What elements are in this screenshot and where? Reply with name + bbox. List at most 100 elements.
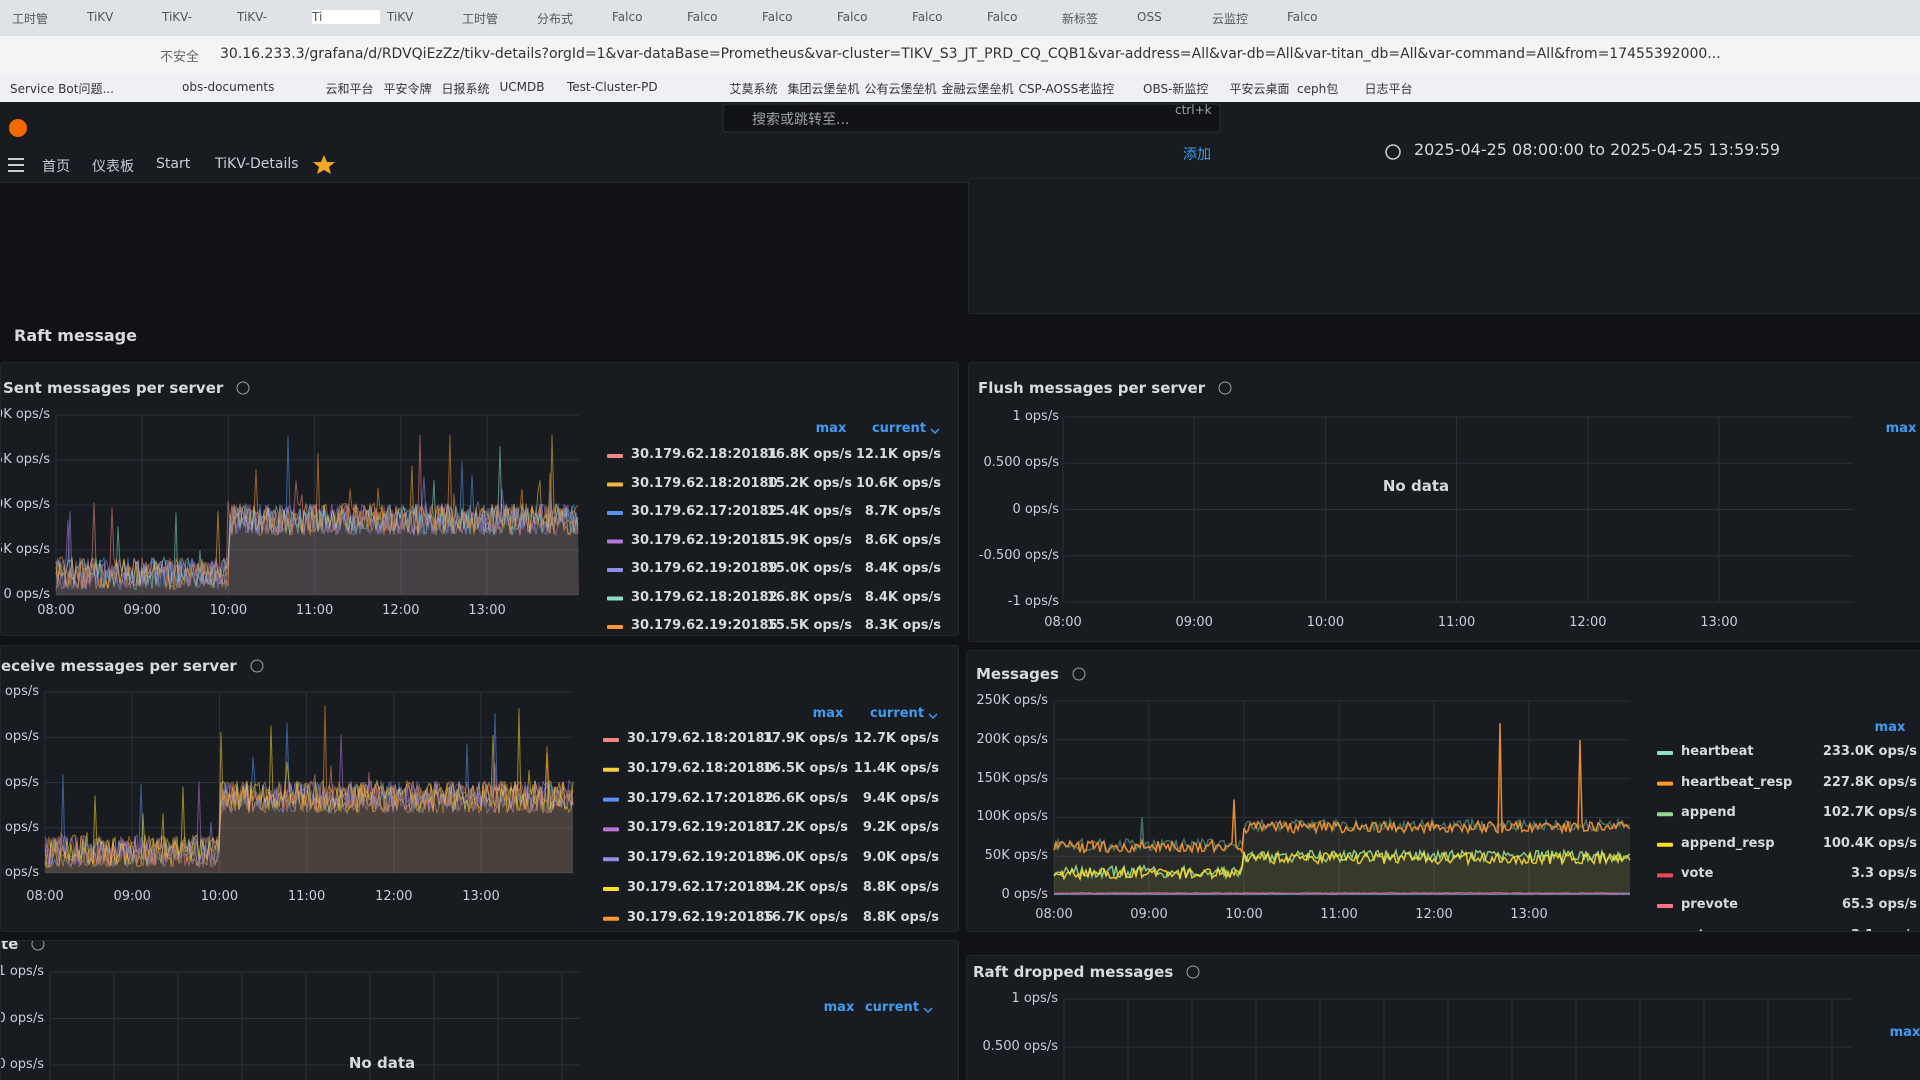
bookmark[interactable]: 平安云桌面 bbox=[1229, 82, 1290, 96]
bookmark[interactable]: UCMDB bbox=[499, 80, 545, 94]
legend-value: 11.4K ops/s bbox=[853, 760, 939, 776]
time-range[interactable]: 2025-04-25 08:00:00 to 2025-04-25 13:59:… bbox=[1414, 140, 1781, 159]
legend-name[interactable]: append_resp bbox=[1681, 835, 1775, 851]
legend-name[interactable]: 30.179.62.19:20185 bbox=[631, 618, 778, 633]
breadcrumb[interactable]: Start bbox=[156, 156, 191, 172]
x-tick-label: 08:00 bbox=[1035, 907, 1073, 922]
x-tick-label: 12:00 bbox=[382, 603, 420, 618]
legend-header[interactable]: current bbox=[869, 706, 925, 721]
browser-tab[interactable]: TiKV bbox=[87, 10, 114, 24]
bookmark[interactable]: 平安令牌 bbox=[383, 82, 432, 96]
browser-tab[interactable]: Ti bbox=[312, 10, 380, 24]
legend-name[interactable]: append bbox=[1681, 805, 1736, 821]
legend-name[interactable]: 30.179.62.17:20182 bbox=[627, 790, 774, 806]
panel-title[interactable]: te bbox=[1, 940, 19, 953]
add-button[interactable]: 添加 bbox=[1183, 147, 1211, 163]
legend-name[interactable]: 30.179.62.17:20182 bbox=[631, 504, 778, 519]
browser-tab[interactable]: TiKV bbox=[387, 10, 414, 24]
breadcrumb[interactable]: 仪表板 bbox=[92, 159, 134, 175]
browser-tab[interactable]: OSS bbox=[1137, 10, 1162, 24]
bookmark[interactable]: 云和平台 bbox=[325, 82, 374, 96]
panel-title[interactable]: eceive messages per server bbox=[1, 657, 237, 675]
browser-tab[interactable]: 工时管 bbox=[462, 12, 499, 26]
y-tick-label: -1 ops/s bbox=[1007, 594, 1059, 609]
legend-name[interactable]: heartbeat_resp bbox=[1681, 774, 1793, 790]
legend-value: 8.4K ops/s bbox=[864, 561, 941, 576]
search-placeholder[interactable]: 搜索或跳转至... bbox=[752, 112, 850, 128]
browser-tab[interactable]: TiKV- bbox=[237, 10, 267, 24]
legend-header[interactable]: current bbox=[871, 421, 927, 436]
browser-tab[interactable]: Falco bbox=[912, 10, 943, 24]
browser-tab[interactable]: 分布式 bbox=[537, 12, 574, 26]
legend-header[interactable]: max bbox=[1889, 1025, 1920, 1040]
trace-fill bbox=[1054, 723, 1630, 895]
legend-header[interactable]: max bbox=[1885, 421, 1917, 436]
bookmark[interactable]: 公有云堡垒机 bbox=[864, 82, 937, 96]
browser-tab[interactable]: 云监控 bbox=[1212, 12, 1249, 26]
star-icon[interactable] bbox=[313, 155, 335, 174]
bookmark[interactable]: Service Bot问题... bbox=[10, 82, 114, 96]
y-tick-label: 50 ops/s bbox=[1, 1010, 44, 1026]
legend-header[interactable]: max bbox=[815, 421, 847, 436]
legend-name[interactable]: 30.179.62.19:20181 bbox=[627, 820, 774, 836]
legend-value: 233.0K ops/s bbox=[1822, 744, 1917, 759]
legend-name[interactable]: vote bbox=[1681, 866, 1714, 882]
legend-name[interactable]: 30.179.62.19:20181 bbox=[631, 532, 778, 548]
bookmark[interactable]: ceph包 bbox=[1297, 82, 1339, 96]
bookmark[interactable]: 艾莫系统 bbox=[729, 82, 778, 96]
legend-name[interactable]: 30.179.62.19:20189 bbox=[627, 850, 774, 866]
legend-name[interactable]: 30.179.62.19:20189 bbox=[631, 561, 778, 576]
legend-name[interactable]: heartbeat bbox=[1681, 744, 1754, 759]
legend-value: 15.5K ops/s bbox=[766, 618, 852, 633]
legend-value: 227.8K ops/s bbox=[1822, 774, 1917, 790]
bookmark[interactable]: Test-Cluster-PD bbox=[567, 80, 658, 94]
legend-header[interactable]: max bbox=[1874, 720, 1906, 735]
panel-title[interactable]: Sent messages per server bbox=[3, 379, 224, 397]
bookmark[interactable]: 金融云堡垒机 bbox=[941, 82, 1014, 96]
plot bbox=[55, 381, 940, 629]
browser-tab[interactable]: Falco bbox=[837, 10, 868, 24]
bookmark[interactable]: obs-documents bbox=[182, 80, 275, 94]
legend-name[interactable]: 30.179.62.18:20181 bbox=[631, 447, 778, 462]
legend-header[interactable]: max bbox=[812, 706, 844, 721]
legend-name[interactable]: vote_resp bbox=[1681, 928, 1752, 931]
bookmark[interactable]: 集团云堡垒机 bbox=[787, 82, 860, 96]
y-tick-label: 150K ops/s bbox=[976, 770, 1048, 786]
browser-tab[interactable]: Falco bbox=[987, 10, 1018, 24]
search-box[interactable] bbox=[722, 103, 1221, 133]
x-tick-label: 11:00 bbox=[287, 889, 326, 904]
legend-name[interactable]: 30.179.62.18:20180 bbox=[627, 760, 774, 776]
browser-tab[interactable]: TiKV- bbox=[162, 10, 192, 24]
address-bar bbox=[0, 36, 1920, 74]
legend-value: 9.0K ops/s bbox=[862, 850, 939, 866]
sort-chevron bbox=[928, 713, 938, 720]
legend-value: 16.0K ops/s bbox=[762, 850, 848, 866]
panel-title[interactable]: Flush messages per server bbox=[978, 379, 1206, 397]
legend-name[interactable]: 30.179.62.18:20181 bbox=[627, 731, 774, 746]
panel-title[interactable]: Raft dropped messages bbox=[973, 963, 1174, 981]
legend-name[interactable]: prevote bbox=[1681, 897, 1738, 912]
browser-tab[interactable]: Falco bbox=[1287, 10, 1318, 24]
bookmark[interactable]: 日志平台 bbox=[1364, 82, 1413, 96]
legend-value: 10.6K ops/s bbox=[855, 475, 941, 491]
legend-name[interactable]: 30.179.62.18:20182 bbox=[631, 589, 778, 605]
browser-tab[interactable]: 工时管 bbox=[12, 12, 49, 26]
browser-tab[interactable]: Falco bbox=[762, 10, 793, 24]
url[interactable]: 30.16.233.3/grafana/d/RDVQiEzZz/tikv-det… bbox=[220, 46, 1721, 62]
legend-name[interactable]: 30.179.62.18:20180 bbox=[631, 475, 778, 491]
browser-tab[interactable]: Falco bbox=[687, 10, 718, 24]
legend-header[interactable]: max bbox=[823, 1000, 855, 1015]
legend-header[interactable]: current bbox=[864, 1000, 920, 1015]
bookmark[interactable]: CSP-AOSS老监控 bbox=[1018, 82, 1115, 96]
bookmark[interactable]: OBS-新监控 bbox=[1143, 82, 1209, 96]
panel-title[interactable]: Messages bbox=[976, 665, 1059, 683]
legend-value: 8.6K ops/s bbox=[864, 532, 941, 548]
breadcrumb[interactable]: 首页 bbox=[42, 159, 70, 175]
row-title[interactable]: Raft message bbox=[14, 326, 137, 345]
legend-name[interactable]: 30.179.62.19:20185 bbox=[627, 909, 774, 925]
browser-tab[interactable]: 新标签 bbox=[1062, 12, 1099, 26]
browser-tab[interactable]: Falco bbox=[612, 10, 643, 24]
breadcrumb[interactable]: TiKV-Details bbox=[215, 156, 299, 172]
bookmark[interactable]: 日报系统 bbox=[441, 82, 490, 96]
legend-name[interactable]: 30.179.62.17:20189 bbox=[627, 880, 774, 895]
